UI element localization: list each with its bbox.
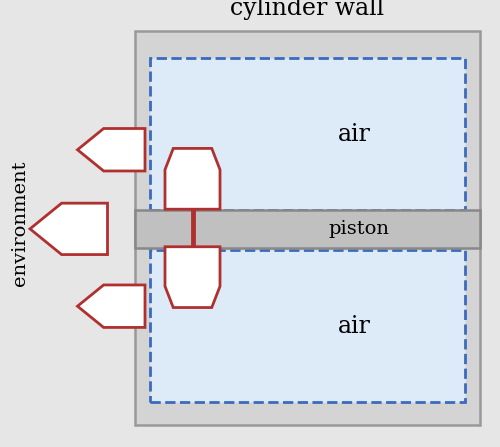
- Polygon shape: [30, 203, 108, 255]
- Text: air: air: [338, 315, 371, 338]
- Text: environment: environment: [11, 161, 29, 286]
- Polygon shape: [78, 285, 145, 327]
- Bar: [135, 210, 480, 248]
- Text: cylinder wall: cylinder wall: [230, 0, 384, 20]
- Polygon shape: [78, 129, 145, 171]
- Bar: [150, 58, 465, 210]
- Polygon shape: [165, 247, 220, 308]
- Polygon shape: [165, 148, 220, 209]
- Bar: [150, 250, 465, 402]
- Text: piston: piston: [328, 220, 390, 238]
- Bar: [135, 31, 480, 425]
- Text: air: air: [338, 122, 371, 146]
